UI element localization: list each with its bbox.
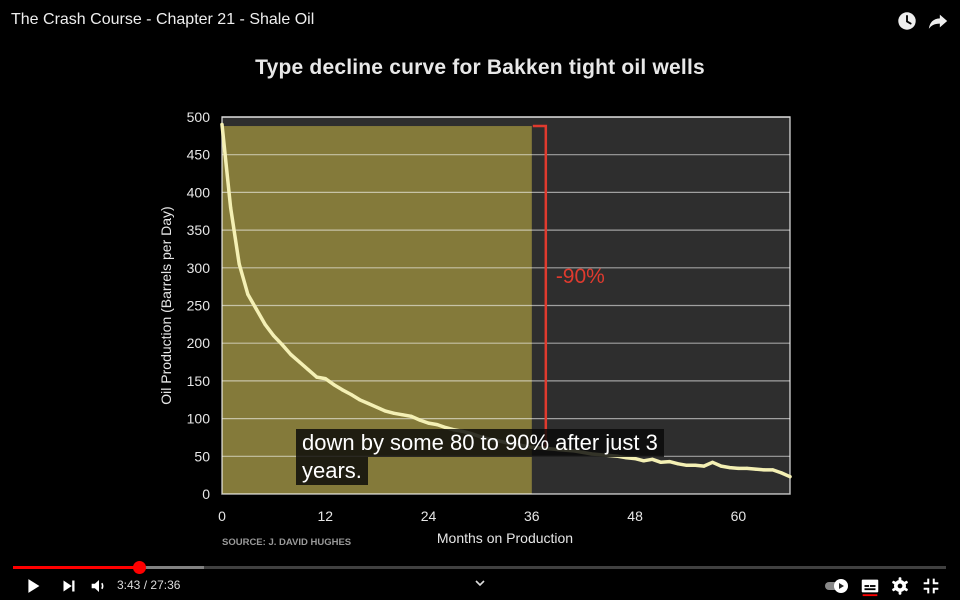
caption-line-1: down by some 80 to 90% after just 3 [296, 429, 664, 457]
y-tick-label: 350 [187, 222, 211, 238]
data-point [358, 398, 362, 402]
chart-title: Type decline curve for Bakken tight oil … [255, 56, 705, 79]
data-point [771, 468, 775, 472]
data-point [753, 467, 758, 471]
y-tick-label: 250 [187, 298, 211, 314]
data-point [332, 383, 336, 387]
share-icon[interactable] [927, 10, 949, 32]
data-point [685, 463, 689, 467]
player-controls: 3:43 / 27:36 [0, 572, 960, 600]
chevron-down-icon[interactable] [473, 577, 487, 589]
data-point [788, 475, 792, 479]
data-point [710, 460, 715, 464]
data-point [676, 462, 680, 466]
data-point [401, 413, 405, 417]
data-point [736, 466, 740, 470]
data-point [444, 426, 448, 430]
video-title[interactable]: The Crash Course - Chapter 21 - Shale Oi… [11, 11, 315, 28]
y-tick-label: 500 [187, 109, 211, 125]
time-total: 27:36 [150, 578, 181, 592]
data-point [702, 464, 706, 468]
data-point [375, 405, 379, 409]
autoplay-toggle-icon[interactable] [824, 577, 852, 595]
data-point [624, 456, 629, 460]
data-point [779, 471, 783, 475]
y-tick-label: 300 [187, 260, 211, 276]
y-tick-label: 450 [187, 147, 211, 163]
scrubber-handle[interactable] [132, 561, 146, 574]
x-axis-label: Months on Production [437, 530, 573, 546]
play-icon[interactable] [22, 575, 44, 597]
subtitles-icon[interactable] [859, 575, 881, 597]
data-point [719, 464, 723, 468]
time-display: 3:43 / 27:36 [117, 578, 180, 592]
time-current: 3:43 [117, 578, 141, 592]
source-label: SOURCE: J. DAVID HUGHES [222, 537, 351, 548]
y-tick-label: 400 [187, 184, 211, 200]
exit-fullscreen-icon[interactable] [920, 575, 942, 597]
data-point [289, 352, 293, 357]
played-bar [13, 566, 139, 569]
data-point [220, 122, 224, 127]
data-point [229, 205, 233, 210]
data-point [323, 377, 327, 381]
x-tick-label: 12 [317, 508, 333, 524]
plot-frame [221, 116, 791, 495]
data-point [383, 409, 388, 413]
x-tick-label: 48 [627, 508, 643, 524]
next-icon[interactable] [58, 575, 80, 597]
data-point [254, 307, 259, 311]
x-tick-label: 36 [524, 508, 540, 524]
data-point [246, 292, 250, 296]
caption-line-2: years. [296, 457, 368, 485]
data-point [728, 466, 732, 470]
x-tick-labels: 0 12 24 36 48 60 [218, 508, 746, 524]
data-point [263, 322, 267, 326]
data-point [667, 459, 672, 464]
y-tick-label: 50 [194, 448, 210, 464]
data-point [340, 388, 345, 392]
y-tick-labels: 0 50 100 150 200 250 300 350 400 450 500 [187, 109, 211, 502]
caption: down by some 80 to 90% after just 3 year… [296, 429, 664, 485]
data-point [426, 421, 431, 425]
y-tick-label: 0 [202, 486, 210, 502]
time-separator: / [143, 578, 148, 592]
data-point [392, 411, 396, 415]
data-point [280, 343, 284, 347]
data-point [272, 334, 276, 338]
x-tick-label: 24 [421, 508, 437, 524]
data-point [650, 457, 654, 461]
grid-lines [221, 116, 791, 495]
data-point [315, 375, 319, 379]
decline-curve-chart: 0 50 100 150 200 250 300 350 400 450 500 0 12 24 36 48… [158, 109, 792, 548]
data-point [409, 414, 413, 418]
y-tick-label: 150 [187, 373, 211, 389]
y-axis-label: Oil Production (Barrels per Day) [158, 206, 174, 404]
y-tick-label: 200 [187, 335, 211, 351]
x-tick-label: 60 [731, 508, 747, 524]
data-point [745, 466, 749, 470]
data-point [366, 401, 370, 406]
data-point [306, 367, 310, 372]
settings-icon[interactable] [889, 575, 911, 597]
data-point [633, 456, 637, 461]
top-bar: The Crash Course - Chapter 21 - Shale Oi… [0, 0, 960, 42]
x-tick-label: 0 [218, 508, 226, 524]
data-point [237, 262, 241, 266]
data-point [297, 360, 302, 364]
data-point [418, 418, 422, 422]
data-point [762, 468, 766, 472]
data-point [435, 423, 439, 427]
data-point [659, 460, 663, 464]
data-point [693, 463, 697, 467]
progress-bar[interactable] [13, 561, 946, 574]
data-point [642, 459, 646, 463]
volume-icon[interactable] [88, 575, 110, 597]
annotation-label: -90% [556, 265, 605, 288]
watch-later-icon[interactable] [896, 10, 918, 32]
data-point [349, 392, 353, 397]
y-tick-label: 100 [187, 411, 211, 427]
